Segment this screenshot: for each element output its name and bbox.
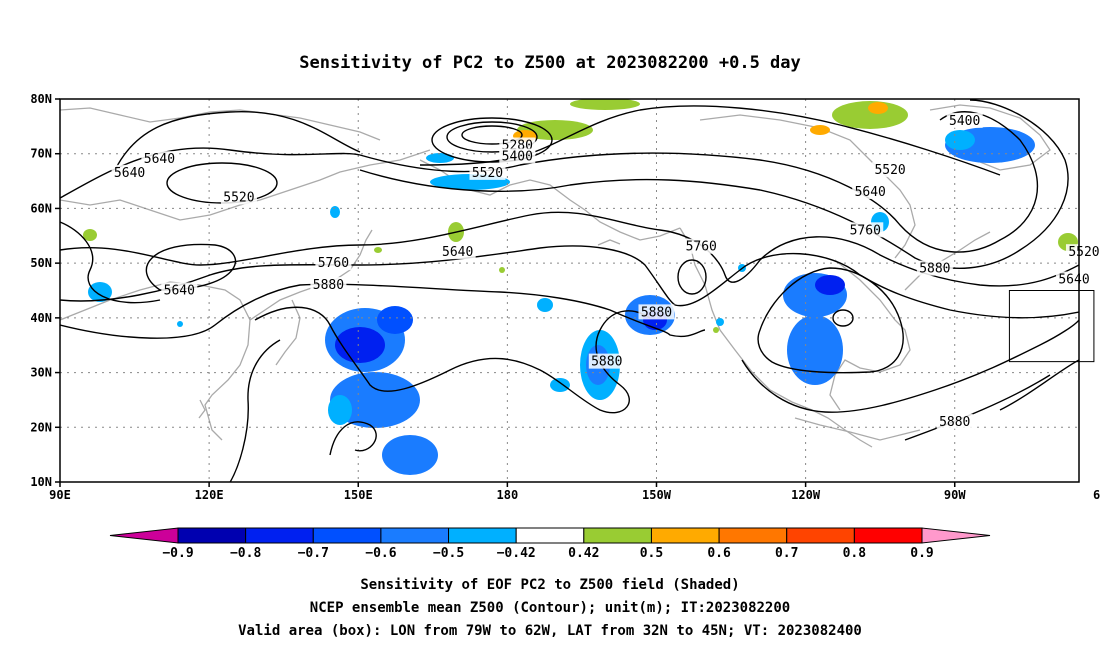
colorbar-level-label: −0.8 bbox=[230, 546, 261, 561]
lon-tick-label: 90E bbox=[49, 488, 71, 502]
caption-line-3: Valid area (box): LON from 79W to 62W, L… bbox=[238, 623, 862, 639]
map-frame bbox=[59, 98, 1080, 483]
lat-tick-label: 30N bbox=[30, 366, 52, 380]
contour-label: 5640 bbox=[855, 185, 886, 200]
colorbar-swatch bbox=[177, 527, 247, 544]
contour-label: 5880 bbox=[591, 355, 622, 370]
contour-label: 5760 bbox=[850, 223, 881, 238]
contour-label-bg bbox=[588, 353, 625, 369]
contour-label: 5880 bbox=[939, 415, 970, 430]
contour-label-bg bbox=[220, 189, 257, 205]
colorbar-swatch bbox=[650, 527, 720, 544]
colorbar-level-label: −0.6 bbox=[365, 546, 396, 561]
colorbar-swatch bbox=[245, 527, 314, 544]
contour-label: 5640 bbox=[442, 245, 473, 260]
colorbar-swatch bbox=[380, 527, 450, 544]
contour-label: 5880 bbox=[641, 305, 672, 320]
valid-area-box bbox=[1008, 290, 1095, 363]
colorbar-level-label: −0.7 bbox=[298, 546, 329, 561]
lon-tick-label: 180 bbox=[497, 488, 519, 502]
colorbar-level-label: −0.5 bbox=[433, 546, 464, 561]
contour-label: 5400 bbox=[949, 114, 980, 129]
colorbar-swatch bbox=[853, 527, 923, 544]
lat-tick-label: 20N bbox=[30, 420, 52, 434]
sensitivity-shading bbox=[83, 99, 1078, 475]
caption-line-2: NCEP ensemble mean Z500 (Contour); unit(… bbox=[310, 600, 790, 616]
colorbar-level-label: −0.42 bbox=[497, 546, 536, 561]
colorbar-swatch bbox=[786, 527, 855, 544]
colorbar-swatch bbox=[583, 527, 652, 544]
contour-label: 5760 bbox=[686, 240, 717, 255]
contour-label: 5520 bbox=[223, 190, 254, 205]
contour-label-bg bbox=[439, 244, 476, 260]
contour-label: 5640 bbox=[114, 166, 145, 181]
contour-label-bg bbox=[683, 238, 720, 254]
colorbar-level-label: 0.42 bbox=[568, 546, 599, 561]
contour-labels: 5640564055205280540055205400552056405640… bbox=[111, 112, 1100, 430]
colorbar-level-label: 0.9 bbox=[910, 546, 933, 561]
coastlines bbox=[60, 104, 1051, 448]
colorbar-swatch bbox=[515, 527, 585, 544]
lat-tick-label: 70N bbox=[30, 147, 52, 161]
contour-label: 5880 bbox=[313, 278, 344, 293]
colorbar-level-label: 0.7 bbox=[775, 546, 798, 561]
lon-tick-label: 150E bbox=[344, 488, 373, 502]
colorbar-swatch bbox=[718, 527, 788, 544]
colorbar-level-label: 0.6 bbox=[707, 546, 731, 561]
contour-label-bg bbox=[111, 164, 148, 180]
contour-label-bg bbox=[310, 277, 347, 293]
contour-label-bg bbox=[847, 222, 884, 238]
contour-label: 5520 bbox=[472, 166, 503, 181]
contour-label-bg bbox=[852, 184, 889, 200]
caption-line-1: Sensitivity of EOF PC2 to Z500 field (Sh… bbox=[360, 577, 739, 593]
contour-label-bg bbox=[936, 413, 973, 429]
contour-label-bg bbox=[161, 282, 198, 298]
contour-label: 5400 bbox=[502, 149, 533, 164]
lat-tick-label: 40N bbox=[30, 311, 52, 325]
lon-tick-label: 120E bbox=[195, 488, 224, 502]
contour-label-bg bbox=[946, 112, 983, 128]
lat-tick-label: 60N bbox=[30, 201, 52, 215]
colorbar-level-label: 0.5 bbox=[640, 546, 663, 561]
lat-tick-label: 10N bbox=[30, 475, 52, 489]
contour-label-bg bbox=[469, 164, 506, 180]
contour-label-bg bbox=[315, 255, 352, 271]
contour-label: 5640 bbox=[144, 152, 175, 167]
contour-label: 5640 bbox=[1058, 273, 1089, 288]
colorbar-swatch bbox=[312, 527, 382, 544]
colorbar: −0.9 −0.8 −0.7 −0.6 −0.5 −0.42 0.42 0.5 0.6 0.7 0.… bbox=[109, 527, 991, 561]
colorbar-level-label: −0.9 bbox=[162, 546, 193, 561]
contour-label-bg bbox=[638, 304, 675, 320]
contour-label: 5520 bbox=[1068, 245, 1099, 260]
lon-tick-label: 60W bbox=[1093, 488, 1100, 502]
captions: Sensitivity of EOF PC2 to Z500 field (Sh… bbox=[238, 577, 862, 639]
contour-label-bg bbox=[499, 148, 536, 164]
contour-label-bg bbox=[872, 162, 909, 178]
contour-label: 5640 bbox=[164, 284, 195, 299]
colorbar-level-label: 0.8 bbox=[843, 546, 867, 561]
lon-tick-label: 150W bbox=[642, 488, 672, 502]
lon-tick-label: 90W bbox=[944, 488, 966, 502]
contour-label-bg bbox=[1065, 244, 1100, 260]
colorbar-high-extend bbox=[921, 527, 991, 544]
contour-label: 5520 bbox=[874, 163, 905, 178]
lat-tick-label: 50N bbox=[30, 256, 52, 270]
contour-label: 5760 bbox=[318, 256, 349, 271]
lat-tick-label: 80N bbox=[30, 92, 52, 106]
contour-label-bg bbox=[1056, 271, 1093, 287]
colorbar-swatch bbox=[448, 527, 517, 544]
contour-label-bg bbox=[141, 151, 178, 167]
lon-tick-label: 120W bbox=[791, 488, 821, 502]
contour-label: 5880 bbox=[919, 262, 950, 277]
figure-title: Sensitivity of PC2 to Z500 at 2023082200… bbox=[299, 53, 801, 73]
contour-label-bg bbox=[916, 260, 953, 276]
colorbar-low-extend bbox=[109, 527, 179, 544]
